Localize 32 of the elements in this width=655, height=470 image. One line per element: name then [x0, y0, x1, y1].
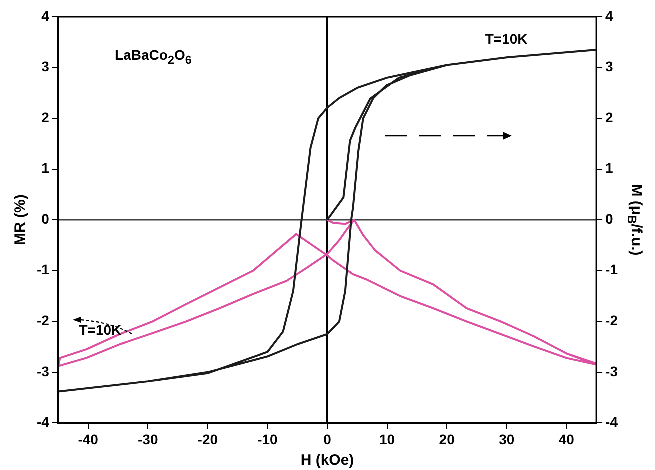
- x-tick-label: -40: [78, 431, 99, 448]
- x-tick-label: 40: [558, 431, 575, 448]
- x-axis-title: H (kOe): [300, 452, 354, 470]
- y-tick-label: 0: [42, 210, 50, 227]
- x-tick-label: 0: [324, 431, 332, 448]
- x-tick-label: -10: [258, 431, 278, 448]
- y2-tick-label: -1: [606, 262, 618, 278]
- annotation: T=10K: [485, 31, 528, 47]
- y2-tick-label: -4: [606, 414, 618, 430]
- y2-tick-label: 2: [606, 109, 614, 126]
- y2-tick-label: -3: [606, 363, 618, 380]
- x-tick-label: -20: [198, 431, 218, 448]
- y2-tick-label: 0: [606, 210, 614, 227]
- annotation: T=10K: [79, 322, 122, 338]
- y2-tick-label: 3: [606, 58, 614, 75]
- x-tick-label: 20: [439, 431, 456, 448]
- y-tick-label: 2: [42, 109, 50, 126]
- annotation: LaBaCo$_{2}$O$_{6}$: [115, 47, 192, 67]
- x-tick-label: -30: [138, 431, 158, 448]
- y2-tick-label: -2: [606, 312, 618, 329]
- y-tick-label: 1: [42, 160, 50, 176]
- y-tick-label: 4: [42, 8, 50, 24]
- y-axis-title: MR (%): [12, 194, 30, 246]
- y-tick-label: 3: [42, 58, 50, 75]
- y-tick-label: -2: [36, 312, 50, 329]
- y-tick-label: -1: [36, 262, 50, 278]
- y2-tick-label: 4: [606, 8, 614, 24]
- x-tick-label: 30: [499, 431, 515, 448]
- y-tick-label: -4: [36, 414, 50, 430]
- x-tick-label: 10: [380, 431, 396, 448]
- y-tick-label: -3: [36, 363, 50, 380]
- y2-tick-label: 1: [606, 160, 614, 176]
